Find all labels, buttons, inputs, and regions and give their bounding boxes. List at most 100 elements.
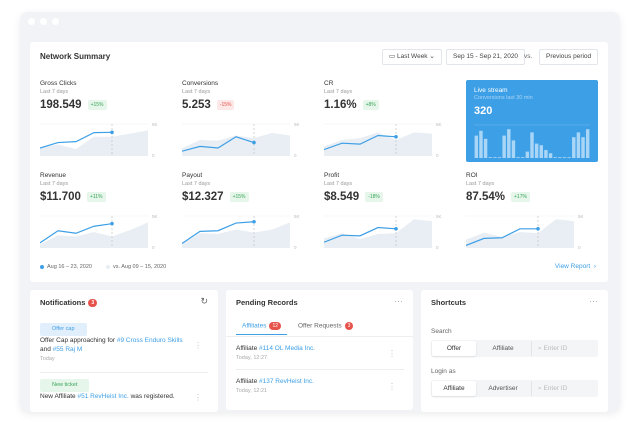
shortcuts-title: Shortcuts bbox=[431, 298, 467, 307]
more-icon[interactable]: ··· bbox=[589, 296, 598, 306]
axis-tick-label: 0 bbox=[294, 153, 297, 158]
metric-label: CR bbox=[324, 80, 334, 87]
vs-label: vs. bbox=[524, 53, 533, 60]
search-icon: ⌕ bbox=[538, 345, 542, 352]
view-report-link[interactable]: View Report › bbox=[555, 263, 596, 270]
kebab-icon[interactable]: ⋮ bbox=[194, 393, 202, 402]
search-id-input[interactable]: ⌕ Enter ID bbox=[531, 341, 567, 356]
live-bar bbox=[562, 157, 567, 158]
legend-previous-label: vs. Aug 09 – 15, 2020 bbox=[112, 264, 167, 270]
window-controls[interactable] bbox=[28, 18, 59, 25]
metric-period: Last 7 days bbox=[40, 181, 69, 187]
previous-area bbox=[324, 132, 432, 156]
offer-link[interactable]: #9 Cross Enduro Skills bbox=[116, 337, 183, 344]
tab-label: Affiliates bbox=[242, 322, 267, 330]
legend: Aug 16 – 23, 2020 vs. Aug 09 – 15, 2020 bbox=[40, 264, 166, 270]
record-link[interactable]: #114 OL Media Inc. bbox=[259, 345, 316, 352]
delta-badge: +17% bbox=[511, 192, 530, 202]
note-time: Today bbox=[40, 356, 55, 362]
metric-value: 198.549 bbox=[40, 99, 82, 111]
tab-label: Offer Requests bbox=[298, 322, 342, 330]
tab-affiliates[interactable]: Affiliates 12 bbox=[236, 322, 288, 335]
legend-current: Aug 16 – 23, 2020 bbox=[40, 264, 92, 270]
delta-badge: -18% bbox=[365, 192, 383, 202]
current-point bbox=[110, 221, 114, 226]
option-affiliate[interactable]: Affiliate bbox=[492, 345, 514, 352]
sparkline: 5K 0 bbox=[466, 214, 584, 250]
metric-label: Payout bbox=[182, 172, 203, 179]
record-time: Today, 12:27 bbox=[236, 355, 268, 361]
more-icon[interactable]: ··· bbox=[394, 296, 403, 306]
chevron-down-icon: ⌄ bbox=[429, 53, 435, 60]
live-bar bbox=[502, 135, 506, 158]
axis-tick-label: 5K bbox=[152, 214, 158, 219]
previous-area bbox=[466, 219, 574, 248]
kebab-icon[interactable]: ⋮ bbox=[388, 382, 396, 391]
record-item: Affiliate #114 OL Media Inc. Today, 12:27… bbox=[236, 344, 404, 363]
live-bar bbox=[493, 157, 497, 158]
live-bar bbox=[479, 130, 483, 158]
tab-offer-requests[interactable]: Offer Requests 3 bbox=[298, 322, 354, 330]
live-bar bbox=[585, 129, 590, 158]
current-point bbox=[394, 227, 398, 231]
record-time: Today, 12:21 bbox=[236, 388, 268, 394]
metric-label: ROI bbox=[466, 172, 478, 179]
delta-badge: +11% bbox=[86, 192, 106, 202]
kebab-icon[interactable]: ⋮ bbox=[388, 349, 396, 358]
kebab-icon[interactable]: ⋮ bbox=[194, 341, 202, 350]
search-shortcut: Offer Affiliate ⌕ Enter ID bbox=[431, 340, 598, 357]
pending-title: Pending Records bbox=[236, 298, 298, 307]
maximize-dot[interactable] bbox=[52, 18, 59, 25]
placeholder: Enter ID bbox=[543, 385, 568, 392]
record-link[interactable]: #137 RevHeist Inc. bbox=[259, 378, 314, 385]
current-point bbox=[110, 130, 114, 135]
minimize-dot[interactable] bbox=[40, 18, 47, 25]
record-item: Affiliate #137 RevHeist Inc. Today, 12:21… bbox=[236, 377, 404, 396]
previous-area bbox=[182, 222, 290, 248]
live-bar bbox=[548, 153, 553, 158]
sparkline: 5K 0 bbox=[182, 214, 300, 250]
live-bar bbox=[534, 143, 539, 158]
sparkline: 5K 0 bbox=[182, 122, 300, 158]
period-value: Last Week bbox=[396, 53, 428, 60]
close-dot[interactable] bbox=[28, 18, 35, 25]
notifications-card: Notifications 3 ↻ Offer cap Offer Cap app… bbox=[30, 290, 218, 412]
live-sub: Conversions last 30 min bbox=[474, 95, 533, 101]
period-select[interactable]: ▭ Last Week ⌄ bbox=[382, 49, 442, 65]
metric-value: 5.253 bbox=[182, 99, 211, 111]
affiliate-link[interactable]: #51 RevHeist Inc. bbox=[77, 393, 129, 400]
current-line bbox=[324, 226, 397, 243]
search-label: Search bbox=[431, 328, 452, 335]
metric-payout: Payout Last 7 days $12.327 +15% 5K 0 bbox=[182, 172, 302, 252]
affiliate-link[interactable]: #55 Raj M bbox=[52, 346, 83, 353]
live-stream-card[interactable]: Live stream Conversions last 30 min 320 bbox=[466, 80, 598, 162]
metric-value: 87.54% bbox=[466, 191, 506, 203]
metric-value: 1.16% bbox=[324, 99, 357, 111]
live-title: Live stream bbox=[474, 87, 508, 94]
metric-roi: ROI Last 7 days 87.54% +17% 5K 0 bbox=[466, 172, 586, 252]
axis-tick-label: 5K bbox=[436, 214, 442, 219]
axis-tick-label: 5K bbox=[294, 122, 300, 127]
live-bar bbox=[576, 132, 581, 158]
live-value: 320 bbox=[474, 105, 493, 117]
option-advertiser[interactable]: Advertiser bbox=[488, 385, 518, 392]
live-bar bbox=[497, 157, 502, 158]
option-affiliate[interactable]: Affiliate bbox=[432, 381, 476, 396]
compare-select[interactable]: Previous period bbox=[539, 49, 599, 65]
option-offer[interactable]: Offer bbox=[432, 341, 476, 356]
previous-area bbox=[40, 130, 148, 156]
delta-badge: +15% bbox=[87, 100, 107, 110]
metric-label: Gross Clicks bbox=[40, 80, 77, 87]
record-prefix: Affiliate bbox=[236, 378, 258, 385]
metric-value: $11.700 bbox=[40, 191, 81, 203]
live-bar bbox=[474, 135, 479, 158]
axis-tick-label: 5K bbox=[152, 122, 158, 127]
axis-tick-label: 5K bbox=[294, 214, 300, 219]
refresh-icon[interactable]: ↻ bbox=[200, 296, 208, 306]
delta-badge: +15% bbox=[229, 192, 249, 202]
note-text: Offer Cap approaching for bbox=[40, 337, 116, 344]
date-range[interactable]: Sep 15 - Sep 21, 2020 bbox=[446, 49, 526, 65]
live-bar bbox=[483, 138, 488, 158]
current-line bbox=[40, 131, 113, 149]
login-id-input[interactable]: ⌕ Enter ID bbox=[531, 381, 567, 396]
